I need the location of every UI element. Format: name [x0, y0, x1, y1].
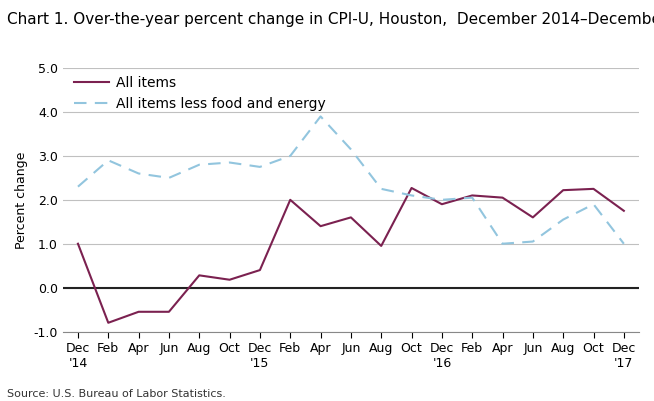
All items: [438, 202, 446, 207]
All items: [165, 310, 173, 314]
Line: All items less food and energy: All items less food and energy: [78, 116, 624, 244]
All items: [529, 215, 537, 220]
All items less food and energy: [286, 154, 294, 158]
All items: [226, 277, 233, 282]
All items less food and energy: [74, 184, 82, 189]
All items less food and energy: [347, 147, 355, 152]
Text: Chart 1. Over-the-year percent change in CPI-U, Houston,  December 2014–December: Chart 1. Over-the-year percent change in…: [7, 12, 654, 27]
All items: [498, 195, 506, 200]
All items: [286, 197, 294, 202]
All items less food and energy: [559, 217, 567, 222]
All items less food and energy: [468, 195, 476, 200]
All items: [559, 188, 567, 192]
Legend: All items, All items less food and energy: All items, All items less food and energ…: [69, 71, 331, 117]
All items less food and energy: [498, 241, 506, 246]
All items: [590, 186, 598, 191]
All items: [74, 241, 82, 246]
All items: [407, 186, 415, 190]
All items less food and energy: [407, 193, 415, 198]
All items: [317, 224, 324, 229]
All items less food and energy: [165, 176, 173, 180]
All items less food and energy: [196, 162, 203, 167]
All items less food and energy: [135, 171, 143, 176]
All items less food and energy: [438, 197, 446, 202]
All items less food and energy: [256, 164, 264, 169]
All items: [468, 193, 476, 198]
All items less food and energy: [226, 160, 233, 165]
Y-axis label: Percent change: Percent change: [15, 151, 28, 249]
All items less food and energy: [377, 186, 385, 191]
All items less food and energy: [590, 202, 598, 207]
All items: [347, 215, 355, 220]
Text: Source: U.S. Bureau of Labor Statistics.: Source: U.S. Bureau of Labor Statistics.: [7, 389, 226, 399]
All items: [135, 310, 143, 314]
Line: All items: All items: [78, 188, 624, 323]
All items less food and energy: [529, 239, 537, 244]
All items: [620, 209, 628, 213]
All items less food and energy: [317, 114, 324, 119]
All items: [256, 268, 264, 273]
All items less food and energy: [620, 241, 628, 246]
All items less food and energy: [105, 158, 112, 163]
All items: [196, 273, 203, 278]
All items: [105, 320, 112, 325]
All items: [377, 243, 385, 248]
